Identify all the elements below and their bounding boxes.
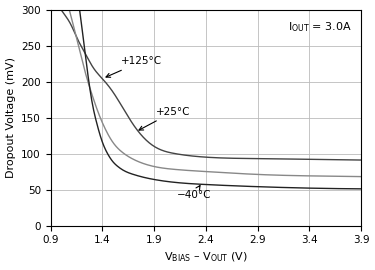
X-axis label: V$_{\mathrm{BIAS}}$ – V$_{\mathrm{OUT}}$ (V): V$_{\mathrm{BIAS}}$ – V$_{\mathrm{OUT}}$… — [164, 251, 248, 264]
Text: +125°C: +125°C — [106, 56, 162, 77]
Y-axis label: Dropout Voltage (mV): Dropout Voltage (mV) — [6, 57, 15, 178]
Text: I$_{\mathrm{OUT}}$ = 3.0A: I$_{\mathrm{OUT}}$ = 3.0A — [288, 20, 352, 34]
Text: −40°C: −40°C — [177, 185, 212, 200]
Text: +25°C: +25°C — [139, 107, 190, 130]
